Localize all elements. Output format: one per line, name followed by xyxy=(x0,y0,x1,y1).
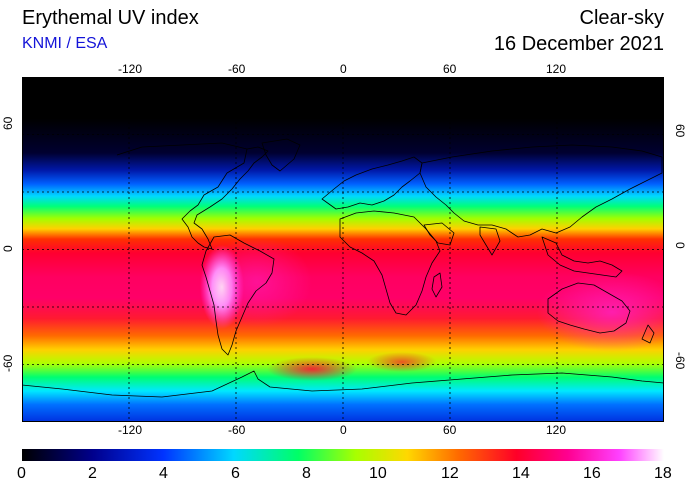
right-lat-label: 0 xyxy=(673,242,687,249)
coastline-new-zealand xyxy=(641,324,655,344)
date-label: 16 December 2021 xyxy=(493,33,664,55)
top-lon-label: 0 xyxy=(340,62,347,76)
source-label: KNMI / ESA xyxy=(22,35,108,52)
bottom-lon-label: 0 xyxy=(340,423,347,437)
uv-hotspot-australia xyxy=(537,272,664,352)
graticule xyxy=(22,77,664,422)
coastline-south-america xyxy=(201,234,275,356)
bottom-lon-label: -120 xyxy=(118,423,143,437)
coastline-madagascar xyxy=(431,272,443,298)
top-lon-label: -120 xyxy=(118,62,143,76)
left-lat-label: 0 xyxy=(1,245,15,252)
coastline-southeast-asia xyxy=(541,236,623,278)
sky-condition-label: Clear-sky xyxy=(579,7,664,29)
coastline-north-america xyxy=(116,142,269,250)
colorbar-tick-label: 2 xyxy=(88,465,97,482)
map-frame xyxy=(22,77,664,422)
top-lon-label: -60 xyxy=(228,62,246,76)
colorbar-gradient xyxy=(22,449,664,461)
uv-hotspot-antarctic-coast xyxy=(267,357,357,381)
uv-hotspot-south-atlantic xyxy=(367,352,437,372)
top-lon-label: 60 xyxy=(443,62,457,76)
coastline-india xyxy=(479,226,501,256)
colorbar-tick-label: 0 xyxy=(17,465,26,482)
uv-map-canvas xyxy=(22,77,664,422)
coastline-asia xyxy=(419,144,663,238)
colorbar-tick-label: 4 xyxy=(159,465,168,482)
uv-index-map xyxy=(22,77,664,422)
colorbar-tick-label: 6 xyxy=(231,465,240,482)
coastline-arabia xyxy=(423,222,455,246)
colorbar-tick-label: 16 xyxy=(583,465,601,482)
coastlines xyxy=(22,138,664,398)
uv-hotspot-south-america xyxy=(202,237,312,327)
top-lon-label: 120 xyxy=(546,62,567,76)
colorbar-tick-label: 14 xyxy=(512,465,530,482)
left-lat-label: -60 xyxy=(1,354,15,372)
coastline-australia xyxy=(547,282,631,334)
colorbar-tick-label: 8 xyxy=(302,465,311,482)
bottom-lon-label: 60 xyxy=(443,423,457,437)
colorbar-tick-label: 12 xyxy=(441,465,459,482)
right-lat-label: -60 xyxy=(673,352,687,370)
coastline-africa xyxy=(339,210,441,316)
map-title: Erythemal UV index xyxy=(22,7,199,29)
uv-colorbar xyxy=(22,448,664,461)
coastline-antarctica xyxy=(22,370,664,398)
bottom-lon-label: -60 xyxy=(228,423,246,437)
bottom-lon-label: 120 xyxy=(546,423,567,437)
colorbar-tick-label: 18 xyxy=(654,465,672,482)
coastline-greenland xyxy=(261,138,301,172)
colorbar-tick-label: 10 xyxy=(369,465,387,482)
right-lat-label: 60 xyxy=(673,124,687,138)
left-lat-label: 60 xyxy=(1,116,15,130)
